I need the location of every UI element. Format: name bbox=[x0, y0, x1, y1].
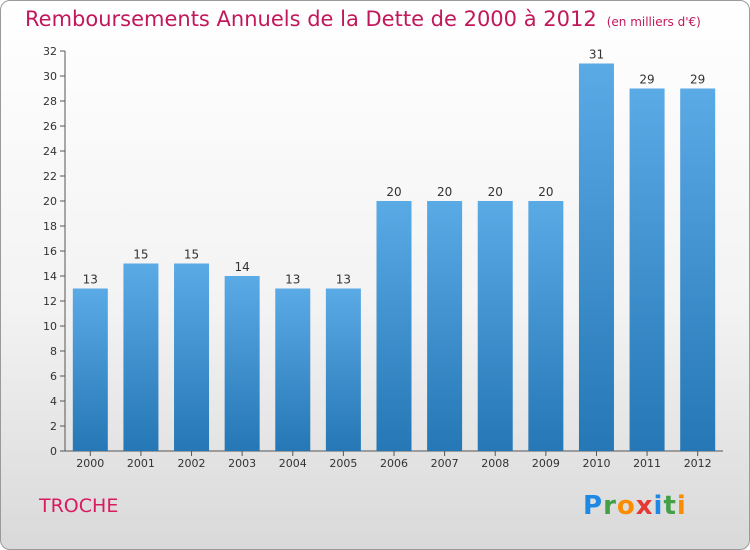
bar bbox=[376, 201, 412, 451]
logo-letter: i bbox=[676, 491, 687, 521]
y-tick-label: 16 bbox=[43, 245, 57, 258]
data-label: 29 bbox=[639, 73, 654, 87]
data-label: 15 bbox=[184, 248, 199, 262]
bar bbox=[72, 288, 108, 451]
data-label: 31 bbox=[589, 48, 604, 62]
x-tick-label: 2004 bbox=[279, 457, 307, 470]
x-tick-label: 2002 bbox=[178, 457, 206, 470]
y-tick-label: 24 bbox=[43, 145, 57, 158]
data-label: 14 bbox=[235, 260, 250, 274]
chart-subtitle: (en milliers d'€) bbox=[606, 15, 701, 29]
x-tick-label: 2001 bbox=[127, 457, 155, 470]
y-tick-label: 18 bbox=[43, 220, 57, 233]
y-tick-label: 12 bbox=[43, 295, 57, 308]
bar bbox=[528, 201, 564, 451]
data-label: 20 bbox=[437, 185, 452, 199]
x-tick-label: 2006 bbox=[380, 457, 408, 470]
data-label: 20 bbox=[538, 185, 553, 199]
data-label: 20 bbox=[386, 185, 401, 199]
data-label: 13 bbox=[285, 273, 300, 287]
y-tick-label: 28 bbox=[43, 95, 57, 108]
y-tick-label: 32 bbox=[43, 45, 57, 58]
bar bbox=[680, 88, 716, 451]
y-tick-label: 0 bbox=[50, 445, 57, 458]
data-label: 13 bbox=[336, 273, 351, 287]
logo-letter: P bbox=[583, 491, 604, 521]
y-tick-label: 4 bbox=[50, 395, 57, 408]
proxiti-logo: Proxiti bbox=[583, 491, 687, 521]
x-tick-label: 2009 bbox=[532, 457, 560, 470]
y-tick-label: 14 bbox=[43, 270, 57, 283]
x-tick-label: 2011 bbox=[633, 457, 661, 470]
data-label: 13 bbox=[83, 273, 98, 287]
x-tick-label: 2007 bbox=[431, 457, 459, 470]
logo-letter: t bbox=[663, 491, 677, 521]
bar bbox=[629, 88, 665, 451]
y-tick-label: 20 bbox=[43, 195, 57, 208]
bar bbox=[578, 63, 614, 451]
commune-name: TROCHE bbox=[39, 495, 119, 517]
x-tick-label: 2003 bbox=[228, 457, 256, 470]
logo-letter: r bbox=[603, 491, 617, 521]
y-tick-label: 30 bbox=[43, 70, 57, 83]
x-tick-label: 2012 bbox=[684, 457, 712, 470]
chart-title: Remboursements Annuels de la Dette de 20… bbox=[25, 7, 701, 31]
data-label: 29 bbox=[690, 73, 705, 87]
logo-letter: x bbox=[635, 491, 654, 521]
x-tick-label: 2010 bbox=[582, 457, 610, 470]
title-text: Remboursements Annuels de la Dette de 20… bbox=[25, 7, 597, 31]
x-tick-label: 2005 bbox=[329, 457, 357, 470]
bar bbox=[477, 201, 513, 451]
y-tick-label: 8 bbox=[50, 345, 57, 358]
bar bbox=[427, 201, 463, 451]
y-tick-label: 26 bbox=[43, 120, 57, 133]
data-label: 20 bbox=[488, 185, 503, 199]
x-tick-label: 2008 bbox=[481, 457, 509, 470]
y-tick-label: 6 bbox=[50, 370, 57, 383]
y-tick-label: 2 bbox=[50, 420, 57, 433]
logo-letter: o bbox=[616, 491, 636, 521]
y-tick-label: 22 bbox=[43, 170, 57, 183]
bar bbox=[275, 288, 311, 451]
x-tick-label: 2000 bbox=[76, 457, 104, 470]
y-tick-label: 10 bbox=[43, 320, 57, 333]
logo-letter: i bbox=[653, 491, 664, 521]
data-label: 15 bbox=[133, 248, 148, 262]
bar bbox=[123, 263, 159, 451]
bar bbox=[224, 276, 260, 451]
bar bbox=[325, 288, 361, 451]
bar bbox=[174, 263, 210, 451]
